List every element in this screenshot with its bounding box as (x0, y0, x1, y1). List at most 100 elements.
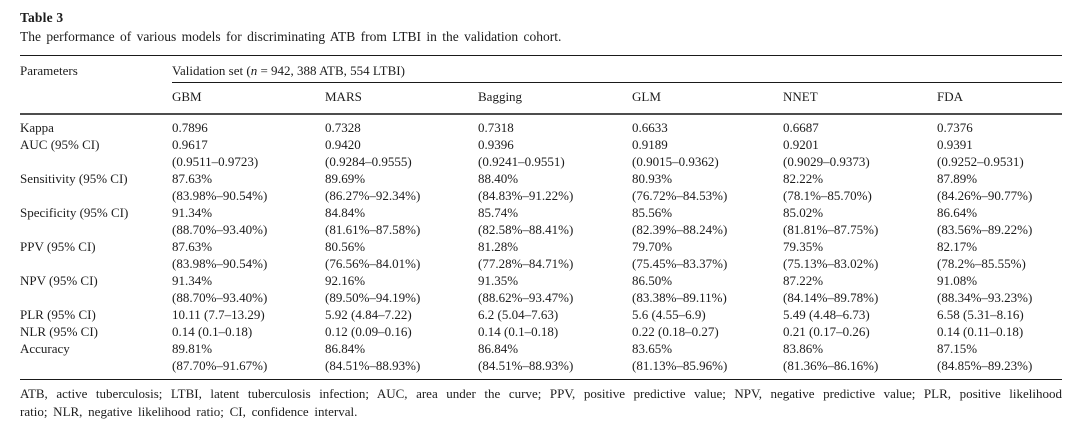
cell-confidence-interval: (81.81%–87.75%) (783, 222, 879, 237)
cell-confidence-interval: (87.70%–91.67%) (172, 358, 268, 373)
cell-confidence-interval: (86.27%–92.34%) (325, 188, 421, 203)
cell-value: 89.69% (325, 171, 366, 186)
table-cell: 0.9201 (0.9029–0.9373) (783, 136, 937, 170)
table-cell: 10.11 (7.7–13.29) (172, 306, 325, 323)
table-cell: 85.02% (81.81%–87.75%) (783, 204, 937, 238)
cell-value: 6.2 (5.04–7.63) (478, 307, 559, 322)
cell-value: 87.63% (172, 171, 213, 186)
cell-confidence-interval: (81.36%–86.16%) (783, 358, 879, 373)
cell-value: 88.40% (478, 171, 519, 186)
row-parameter-label: Kappa (20, 120, 54, 135)
cell-confidence-interval: (88.70%–93.40%) (172, 222, 268, 237)
table-cell: 5.6 (4.55–6.9) (632, 306, 783, 323)
table-cell: 0.9420 (0.9284–0.9555) (325, 136, 478, 170)
cell-value: 0.14 (0.1–0.18) (172, 324, 253, 339)
cell-confidence-interval: (84.26%–90.77%) (937, 188, 1033, 203)
cell-confidence-interval: (88.70%–93.40%) (172, 290, 268, 305)
cell-confidence-interval: (75.45%–83.37%) (632, 256, 728, 271)
table-cell: 80.56% (76.56%–84.01%) (325, 238, 478, 272)
cell-value: 86.84% (325, 341, 366, 356)
cell-value: 84.84% (325, 205, 366, 220)
cell-value: 0.9617 (172, 137, 208, 152)
table-row: Kappa 0.7896 0.7328 0.7318 0.6633 0.6687 0.737… (20, 114, 1062, 136)
cell-value: 0.9201 (783, 137, 819, 152)
cell-value: 0.6687 (783, 120, 819, 135)
cell-value: 89.81% (172, 341, 213, 356)
table-cell: 91.34% (88.70%–93.40%) (172, 204, 325, 238)
table-cell: 0.12 (0.09–0.16) (325, 323, 478, 340)
cell-confidence-interval: (81.13%–85.96%) (632, 358, 728, 373)
table-cell: 0.21 (0.17–0.26) (783, 323, 937, 340)
table-row: Accuracy 89.81% (87.70%–91.67%) 86.84% (84.5… (20, 340, 1062, 380)
table-cell: 81.28% (77.28%–84.71%) (478, 238, 632, 272)
table-row: AUC (95% CI) 0.9617 (0.9511–0.9723) 0.9420 (… (20, 136, 1062, 170)
table-caption-label: Table 3 (20, 10, 64, 25)
table-cell: 0.9396 (0.9241–0.9551) (478, 136, 632, 170)
cell-confidence-interval: (82.58%–88.41%) (478, 222, 574, 237)
table-cell: 0.14 (0.1–0.18) (172, 323, 325, 340)
table-cell: 6.58 (5.31–8.16) (937, 306, 1062, 323)
row-parameter-label: NPV (95% CI) (20, 273, 98, 288)
cell-confidence-interval: (0.9511–0.9723) (172, 154, 259, 169)
table-row: NPV (95% CI) 91.34% (88.70%–93.40%) 92.16% (… (20, 272, 1062, 306)
row-parameter-label: NLR (95% CI) (20, 324, 98, 339)
performance-table: Parameters Validation set (n = 942, 388 … (20, 55, 1063, 380)
cell-value: 92.16% (325, 273, 366, 288)
cell-value: 87.63% (172, 239, 213, 254)
cell-value: 86.84% (478, 341, 519, 356)
row-parameter-label: Sensitivity (95% CI) (20, 171, 128, 186)
cell-confidence-interval: (88.34%–93.23%) (937, 290, 1033, 305)
table-cell: 86.64% (83.56%–89.22%) (937, 204, 1062, 238)
cell-value: 91.34% (172, 205, 213, 220)
cell-value: 87.15% (937, 341, 978, 356)
cell-value: 10.11 (7.7–13.29) (172, 307, 265, 322)
cell-value: 0.21 (0.17–0.26) (783, 324, 870, 339)
table-cell: 0.22 (0.18–0.27) (632, 323, 783, 340)
cell-value: 0.9396 (478, 137, 514, 152)
cell-value: 87.89% (937, 171, 978, 186)
cell-confidence-interval: (78.1%–85.70%) (783, 188, 872, 203)
cell-value: 0.9420 (325, 137, 361, 152)
cell-value: 85.56% (632, 205, 673, 220)
cell-confidence-interval: (78.2%–85.55%) (937, 256, 1026, 271)
column-header-mars: MARS (325, 89, 362, 104)
table-cell: 89.81% (87.70%–91.67%) (172, 340, 325, 380)
table-cell: 79.70% (75.45%–83.37%) (632, 238, 783, 272)
cell-confidence-interval: (0.9015–0.9362) (632, 154, 719, 169)
row-parameter-label: PLR (95% CI) (20, 307, 96, 322)
cell-confidence-interval: (83.98%–90.54%) (172, 188, 268, 203)
cell-value: 85.74% (478, 205, 519, 220)
cell-value: 87.22% (783, 273, 824, 288)
cell-confidence-interval: (84.51%–88.93%) (478, 358, 574, 373)
table-row: NLR (95% CI) 0.14 (0.1–0.18) 0.12 (0.09–0.… (20, 323, 1062, 340)
cell-value: 0.7896 (172, 120, 208, 135)
table-caption: Table 3 The performance of various model… (20, 9, 1062, 46)
cell-value: 82.22% (783, 171, 824, 186)
table-cell: 91.35% (88.62%–93.47%) (478, 272, 632, 306)
column-header-gbm: GBM (172, 89, 202, 104)
cell-value: 85.02% (783, 205, 824, 220)
cell-confidence-interval: (0.9284–0.9555) (325, 154, 412, 169)
cell-confidence-interval: (83.56%–89.22%) (937, 222, 1033, 237)
column-header-bagging: Bagging (478, 89, 523, 104)
cell-value: 80.56% (325, 239, 366, 254)
cell-value: 0.7376 (937, 120, 973, 135)
cell-value: 91.35% (478, 273, 519, 288)
table-cell: 0.14 (0.11–0.18) (937, 323, 1062, 340)
cell-value: 5.49 (4.48–6.73) (783, 307, 870, 322)
table-row: PPV (95% CI) 87.63% (83.98%–90.54%) 80.56% (… (20, 238, 1062, 272)
row-parameter-label: Accuracy (20, 341, 70, 356)
cell-value: 0.7328 (325, 120, 361, 135)
row-parameter-label: Specificity (95% CI) (20, 205, 129, 220)
table-cell: 91.08% (88.34%–93.23%) (937, 272, 1062, 306)
table-cell: 5.92 (4.84–7.22) (325, 306, 478, 323)
table-cell: 86.84% (84.51%–88.93%) (478, 340, 632, 380)
footnote-line-1: ATB, active tuberculosis; LTBI, latent t… (20, 386, 1062, 401)
cell-value: 0.12 (0.09–0.16) (325, 324, 412, 339)
cell-value: 6.58 (5.31–8.16) (937, 307, 1024, 322)
cell-value: 0.14 (0.11–0.18) (937, 324, 1024, 339)
table-cell: 87.22% (84.14%–89.78%) (783, 272, 937, 306)
table-cell: 87.89% (84.26%–90.77%) (937, 170, 1062, 204)
table-body: Kappa 0.7896 0.7328 0.7318 0.6633 0.6687 0.737… (20, 114, 1063, 380)
column-header-nnet: NNET (783, 89, 818, 104)
